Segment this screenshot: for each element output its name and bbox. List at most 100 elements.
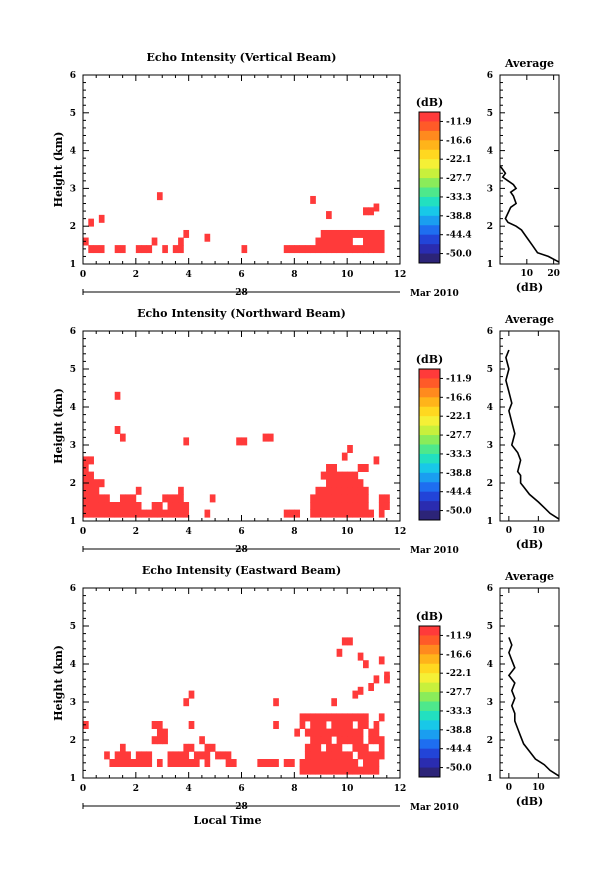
panel2-y-tick-label: 4 (70, 403, 76, 413)
panel3-echo-cell (167, 759, 174, 767)
panel2-echo-cell (331, 471, 337, 480)
panel2-echo-cell (315, 494, 322, 503)
panel2-colorbar-segment (419, 472, 440, 483)
panel3-echo-cell (320, 751, 327, 760)
panel3-echo-cell (151, 736, 158, 745)
panel3-echo-cell (304, 751, 311, 760)
panel3-echo-cell (363, 713, 369, 722)
panel1-colorbar-segment (419, 196, 440, 207)
panel3-echo-cell (341, 759, 348, 767)
panel3-echo-cell (331, 728, 337, 737)
panel2-x-tick-label: 0 (80, 527, 86, 537)
panel1-colorbar-frame (418, 111, 441, 264)
panel2-echo-cell (320, 471, 327, 480)
panel1-echo-cell (93, 245, 100, 254)
panel3-echo-cell (373, 759, 380, 767)
panel2-echo-cell (352, 509, 359, 518)
panel3-profile-x-tick-label: 10 (532, 783, 545, 793)
panel1-echo-cell (378, 245, 385, 254)
panel3-echo-cell (352, 728, 359, 737)
panel3-echo-cell (299, 721, 306, 729)
panel1-y-tick-label: 2 (70, 222, 76, 232)
panel3-echo-cell (336, 759, 343, 767)
panel2-echo-cell (119, 502, 126, 510)
panel2-echo-cell (88, 486, 94, 495)
panel1-y-tick-label: 6 (70, 71, 76, 81)
panel1-echo-cell (114, 245, 121, 254)
panel2-echo-cell (88, 494, 94, 503)
panel1-echo-cell (119, 245, 126, 254)
panel1-colorbar-segment (419, 244, 440, 255)
panel1-month-label: Mar 2010 (410, 289, 459, 299)
panel1-colorbar-label: -33.3 (446, 193, 472, 203)
panel1-echo-cell (352, 229, 359, 238)
panel2-echo-cell (204, 509, 211, 518)
panel2-echo-cell (384, 502, 390, 510)
panel2-echo-cell (363, 502, 369, 510)
panel1-colorbar-segment (419, 112, 440, 122)
panel2-echo-cell (104, 502, 110, 510)
panel1-echo-cell (135, 245, 142, 254)
panel2-echo-cell (183, 509, 190, 518)
panel2-colorbar-segment (419, 397, 440, 408)
panel3-echo-cell (310, 713, 316, 722)
panel1-colorbar-label: -38.8 (446, 212, 472, 222)
panel3-echo-cell (336, 648, 343, 657)
panel3-echo-cell (357, 751, 364, 760)
panel2-echo-cell (378, 494, 385, 503)
panel3-echo-cell (183, 759, 190, 767)
panel2-echo-cell (320, 509, 327, 518)
panel2-echo-cell (119, 433, 126, 442)
panel2-echo-cell (310, 494, 316, 503)
panel1-echo-cell (341, 229, 348, 238)
panel1-colorbar-label: -22.1 (446, 155, 472, 165)
panel3-echo-cell (363, 751, 369, 760)
panel3-echo-cell (320, 728, 327, 737)
panel2-echo-cell (109, 509, 116, 518)
panel1-colorbar-segment (419, 159, 440, 170)
panel2-echo-cell (98, 509, 105, 518)
panel2-echo-cell (384, 494, 390, 503)
panel3-echo-cell (378, 743, 385, 752)
panel3-echo-cell (352, 766, 359, 775)
panel3-echo-cell (347, 751, 353, 760)
panel2-colorbar-segment (419, 444, 440, 455)
panel3-colorbar-segment (419, 758, 440, 769)
panel2-echo-cell (341, 509, 348, 518)
panel3-x-axis-label: Local Time (194, 814, 262, 827)
panel2-echo-cell (93, 502, 100, 510)
panel2-echo-cell (125, 502, 131, 510)
panel3-echo-cell (336, 721, 343, 729)
panel1-colorbar-label: -27.7 (446, 174, 472, 184)
panel3-echo-cell (368, 683, 374, 691)
panel2-colorbar-segment (419, 425, 440, 436)
panel2-y-tick-label: 5 (70, 365, 76, 375)
panel1-echo-cell (336, 245, 343, 254)
panel2-echo-cell (98, 494, 105, 503)
panel2-x-tick-label: 8 (291, 527, 297, 537)
panel3-echo-cell (368, 736, 374, 745)
panel3-echo-cell (310, 766, 316, 775)
panel3-echo-cell (304, 759, 311, 767)
panel3-colorbar-label: -11.9 (446, 631, 472, 641)
panel2-y-axis-label: Height (km) (52, 388, 65, 464)
panel2-echo-cell (378, 509, 385, 518)
panel2-y-tick-label: 2 (70, 479, 76, 489)
panel3-echo-cell (130, 759, 137, 767)
panel3-echo-cell (188, 721, 195, 729)
panel1-colorbar-segment (419, 206, 440, 217)
panel2-echo-cell (363, 494, 369, 503)
panel3-profile-frame (499, 587, 560, 779)
panel2-echo-cell (109, 502, 116, 510)
panel3-colorbar-label: -27.7 (446, 688, 472, 698)
panel2-echo-cell (347, 479, 353, 488)
panel2-echo-cell (310, 502, 316, 510)
panel2-echo-cell (135, 509, 142, 518)
panel3-echo-cell (363, 759, 369, 767)
panel3-echo-cell (352, 759, 359, 767)
panel2-echo-cell (135, 502, 142, 510)
panel2-echo-cell (93, 486, 100, 495)
panel1-echo-cell (320, 229, 327, 238)
panel2-echo-cell (151, 509, 158, 518)
panel1-colorbar-segment (419, 140, 440, 151)
